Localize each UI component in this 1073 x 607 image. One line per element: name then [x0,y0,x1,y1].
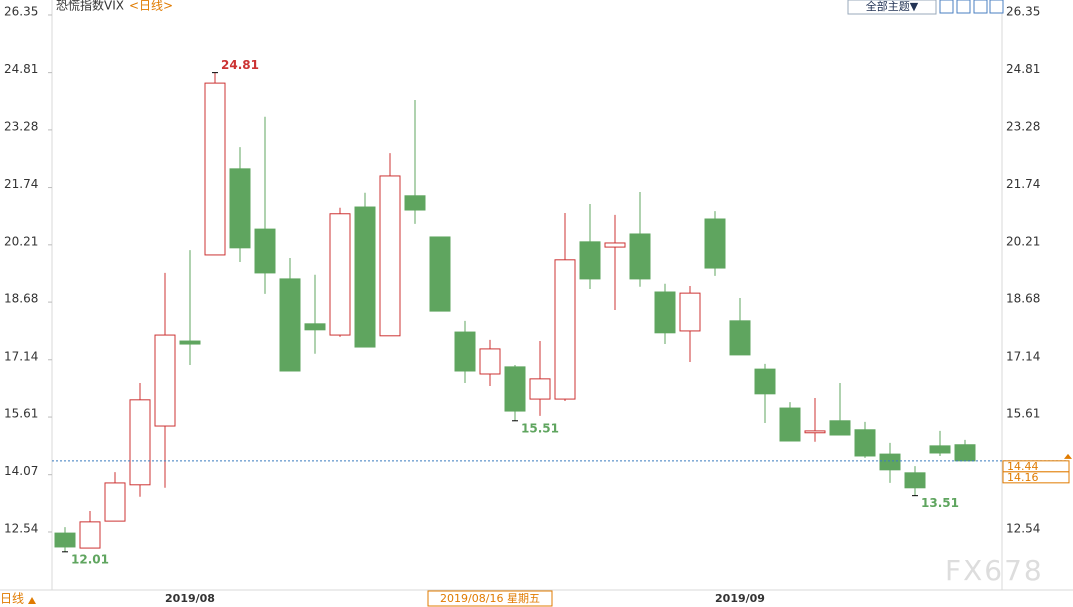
candle-body [579,241,601,280]
candle-body [904,472,926,489]
y-tick-label: 15.61 [4,407,38,421]
candle-body [479,348,501,375]
x-tick-label: 2019/09 [715,592,765,605]
period-label[interactable]: 日线 [0,592,24,606]
y-tick-label: 12.54 [4,521,38,535]
y2-tick-label: 24.81 [1006,62,1040,76]
y2-tick-label: 18.68 [1006,292,1040,306]
candle-body [279,278,301,372]
annotation-label: 24.81 [221,58,259,72]
candle-body [954,444,976,462]
tool-icon[interactable] [956,0,971,14]
candle-body [929,445,951,454]
candle-body [79,521,101,549]
y-tick-label: 21.74 [4,177,38,191]
cursor-value-box [1002,471,1070,484]
y2-tick-label: 23.28 [1006,119,1040,133]
candle-body [729,320,751,356]
candle-body [504,366,526,412]
candle-body [154,334,176,427]
watermark: FX678 [945,554,1044,587]
candle-body [879,453,901,471]
candle-body [829,420,851,436]
candle-body [629,233,651,280]
toolbar-icons [939,0,1004,14]
candle-body [804,430,826,434]
candle-body [854,429,876,457]
y-tick-label: 18.68 [4,292,38,306]
cursor-date-box [427,590,553,607]
candle-body [604,242,626,248]
chart-title: 恐慌指数VIX [56,0,124,13]
annotation-label: 13.51 [921,496,959,510]
theme-button[interactable] [847,0,937,15]
candle-body [379,175,401,337]
candle-body [179,340,201,345]
x-tick-label: 2019/08 [165,592,215,605]
candle-body [329,213,351,336]
candle-body [254,228,276,274]
candle-body [554,259,576,400]
candle-body [529,378,551,400]
annotation-label: 12.01 [71,552,109,566]
y-tick-label: 14.07 [4,464,38,478]
candle-body [54,532,76,548]
period-arrow[interactable] [28,597,36,604]
last-price-marker [1064,453,1072,459]
candle-body [204,82,226,256]
cursor-value-label: 14.16 [1007,471,1039,484]
tool-icon[interactable] [939,0,954,14]
chart-subtitle: <日线> [129,0,173,13]
y-tick-label: 26.35 [4,4,38,18]
y-tick-label: 23.28 [4,119,38,133]
candle-body [104,482,126,522]
candle-body [229,168,251,249]
candle-body [704,218,726,269]
candle-body [454,331,476,372]
candle-body [754,368,776,395]
y2-tick-label: 20.21 [1006,234,1040,248]
y-tick-label: 24.81 [4,62,38,76]
candle-body [304,323,326,331]
cursor-date-label: 2019/08/16 星期五 [440,592,540,605]
candle-body [654,291,676,334]
last-price-label: 14.44 [1007,460,1039,473]
tool-icon[interactable] [989,0,1004,14]
candle-body [129,399,151,486]
y2-tick-label: 12.54 [1006,521,1040,535]
candle-body [429,236,451,312]
tool-icon[interactable] [973,0,988,14]
candle-body [779,407,801,442]
y2-tick-label: 15.61 [1006,407,1040,421]
y-tick-label: 20.21 [4,234,38,248]
y2-tick-label: 26.35 [1006,4,1040,18]
theme-button-label[interactable]: 全部主题▼ [866,0,919,13]
y2-tick-label: 21.74 [1006,177,1040,191]
candle-body [679,292,701,332]
candle-body [404,195,426,211]
candle-body [354,206,376,348]
y-tick-label: 17.14 [4,349,38,363]
annotation-label: 15.51 [521,421,559,435]
y2-tick-label: 17.14 [1006,349,1040,363]
